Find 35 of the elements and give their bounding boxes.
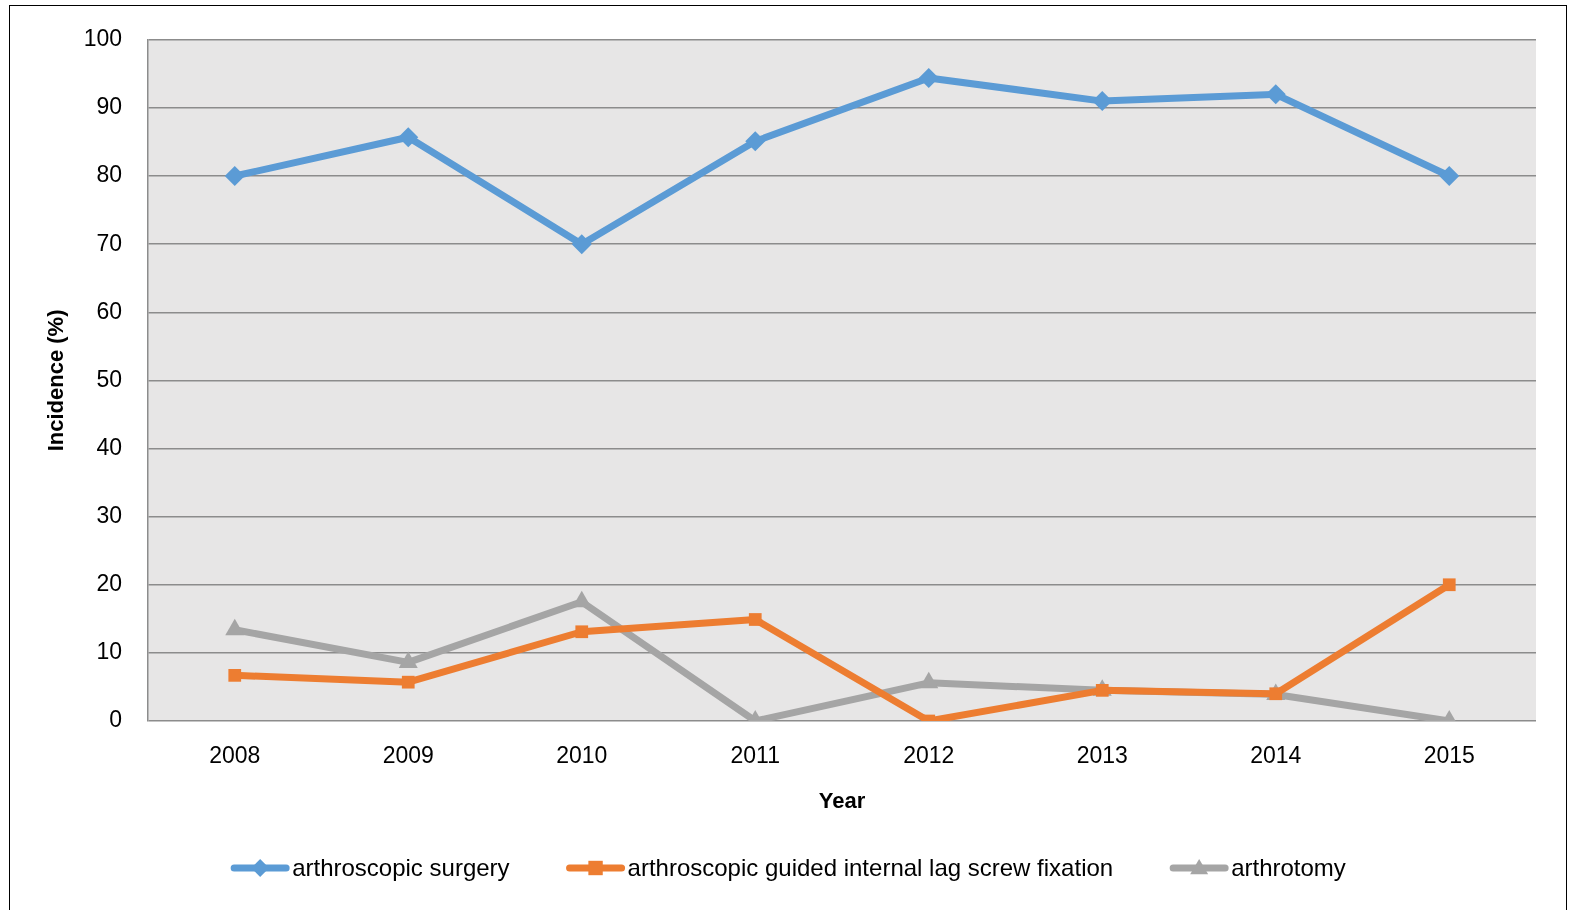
y-tick-label: 30 — [96, 501, 122, 528]
y-tick-label: 100 — [83, 25, 122, 52]
y-tick-label: 20 — [96, 570, 122, 597]
x-tick-label: 2011 — [730, 742, 780, 769]
point — [918, 67, 939, 88]
y-tick-label: 40 — [96, 433, 122, 460]
point — [745, 131, 766, 152]
y-tick-label: 80 — [96, 161, 122, 188]
point — [398, 127, 419, 148]
y-tick-label: 60 — [96, 297, 122, 324]
x-tick-label: 2012 — [903, 742, 955, 769]
point — [1439, 166, 1460, 187]
legend-label: arthroscopic guided internal lag screw fixation — [627, 853, 1114, 881]
x-tick-label: 2009 — [382, 742, 434, 769]
x-tick-label: 2015 — [1423, 742, 1475, 769]
legend-label: arthroscopic surgery — [292, 853, 510, 881]
legend-label: arthrotomy — [1231, 853, 1346, 881]
point — [225, 618, 245, 636]
y-tick-label: 50 — [96, 365, 122, 392]
x-tick-label: 2014 — [1250, 742, 1302, 769]
point — [224, 166, 245, 187]
point — [572, 590, 592, 608]
y-tick-label: 90 — [96, 93, 122, 120]
x-tick-label: 2013 — [1076, 742, 1128, 769]
y-axis-title: Incidence (%) — [43, 309, 69, 452]
x-tick-label: 2010 — [556, 742, 608, 769]
x-tick-label: 2008 — [209, 742, 261, 769]
point — [919, 671, 939, 689]
point — [571, 234, 592, 255]
point — [1265, 84, 1286, 105]
y-tick-label: 10 — [96, 638, 122, 665]
y-tick-label: 70 — [96, 229, 122, 256]
point — [398, 651, 418, 668]
y-tick-label: 0 — [109, 706, 122, 733]
x-axis-title: Year — [818, 787, 866, 813]
